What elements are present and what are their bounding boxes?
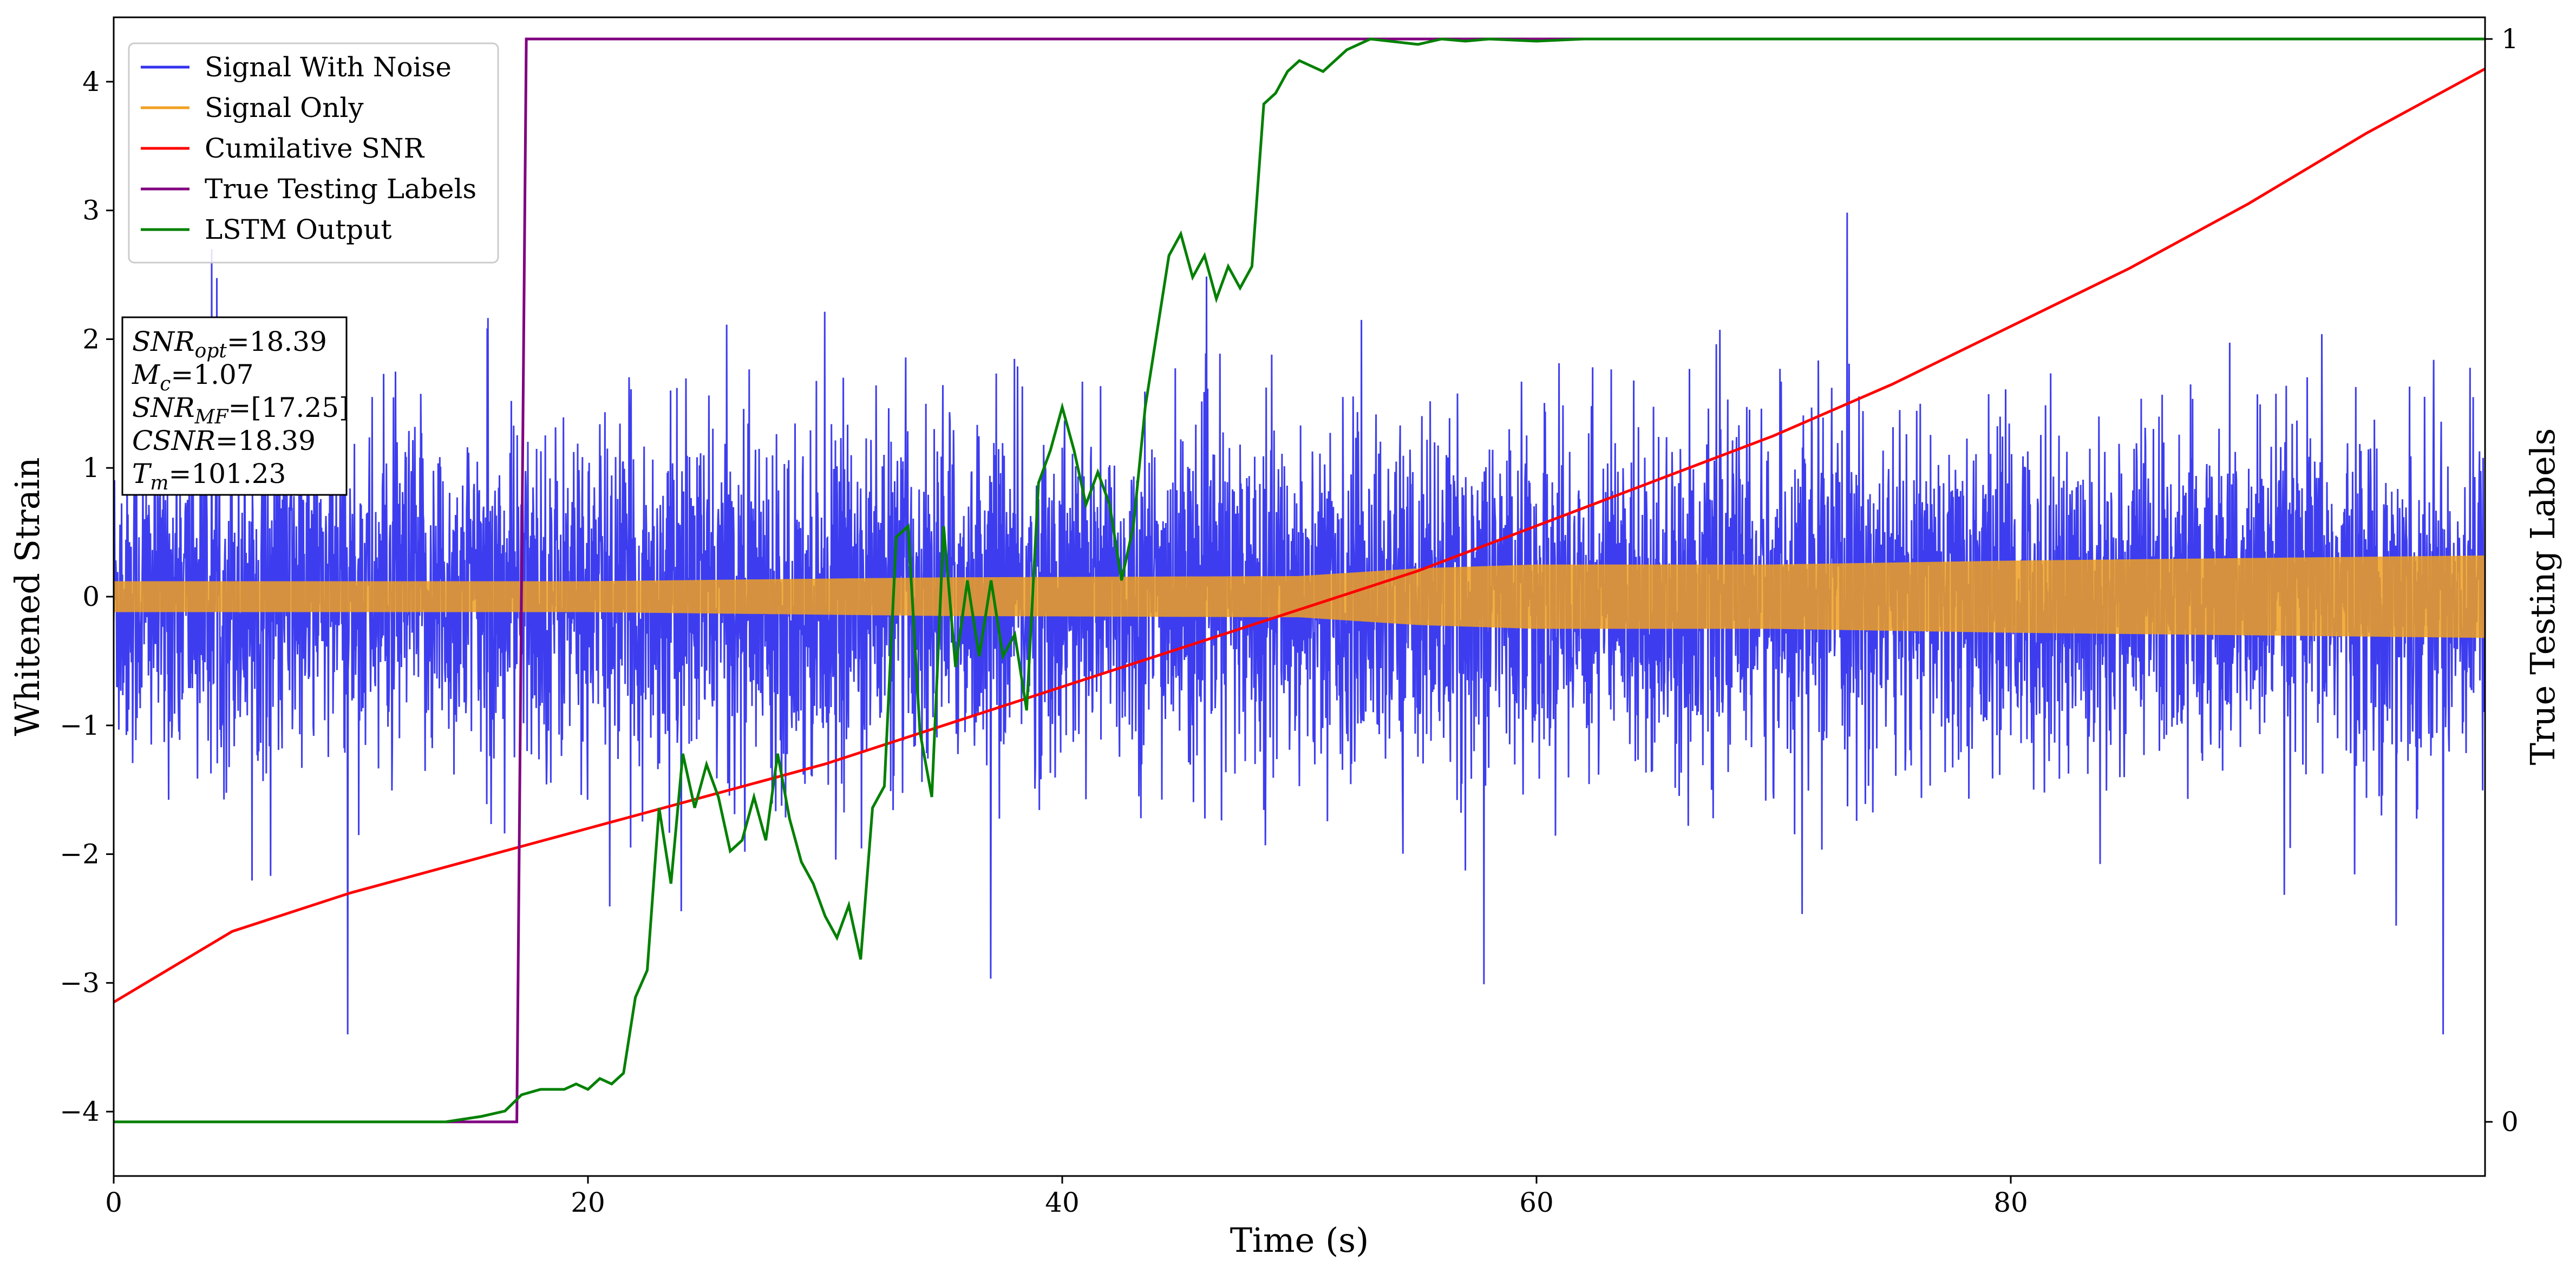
x-tick-label: 40 xyxy=(1045,1187,1080,1218)
x-tick-label: 20 xyxy=(571,1187,605,1218)
x-tick-label: 80 xyxy=(1993,1187,2028,1218)
legend-label: Signal With Noise xyxy=(205,51,452,83)
legend: Signal With Noise Signal Only Cumilative S… xyxy=(128,42,499,264)
annotation-line: CSNR=18.39 xyxy=(132,425,316,456)
annotation-line: Tm=101.23 xyxy=(132,458,286,494)
legend-label: LSTM Output xyxy=(205,214,391,245)
series-signal-only xyxy=(114,555,2485,638)
series-lstm-output xyxy=(114,37,2485,1123)
y-tick-label: −3 xyxy=(60,967,100,998)
y-tick-label: −2 xyxy=(60,839,100,870)
y-tick-label: 0 xyxy=(82,581,100,612)
y-tick-label: 3 xyxy=(82,195,100,226)
y-tick-label: 1 xyxy=(82,452,100,484)
x-tick-label: 0 xyxy=(105,1187,122,1218)
legend-box xyxy=(128,42,499,264)
series-cumulative-snr xyxy=(114,67,2485,1004)
annotation-box xyxy=(121,316,348,496)
annotation-line: SNRopt=18.39 xyxy=(132,326,327,362)
legend-label: True Testing Labels xyxy=(205,173,476,205)
y2-tick-label: 1 xyxy=(2501,23,2519,55)
x-axis-label: Time (s) xyxy=(1230,1220,1369,1260)
legend-label: Signal Only xyxy=(205,92,364,123)
annotation-line: SNRMF=[17.25] xyxy=(132,392,350,428)
y-tick-label: −1 xyxy=(60,710,100,741)
x-tick-label: 60 xyxy=(1519,1187,1554,1218)
legend-label: Cumilative SNR xyxy=(205,133,424,164)
parameter-annotation: SNRopt=18.39Mc=1.07SNRMF=[17.25]CSNR=18.… xyxy=(121,316,350,496)
y-tick-label: 2 xyxy=(82,323,100,355)
annotation-line: Mc=1.07 xyxy=(132,359,254,395)
y-tick-label: −4 xyxy=(60,1096,100,1127)
y-tick-label: 4 xyxy=(82,66,100,97)
plot-lines xyxy=(114,37,2485,1123)
y2-axis-label: True Testing Labels xyxy=(2523,428,2562,766)
y2-tick-label: 0 xyxy=(2501,1106,2519,1138)
y-axis-label: Whitened Strain xyxy=(8,458,47,736)
